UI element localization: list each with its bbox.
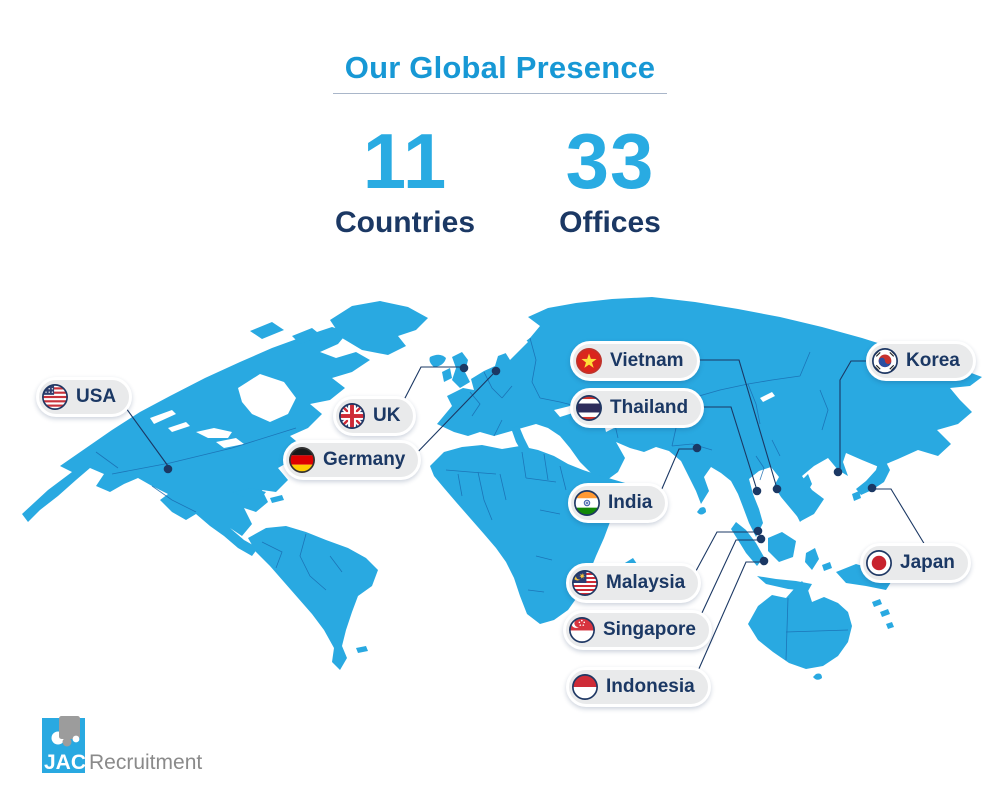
islands-japan <box>852 441 890 501</box>
islands-caribbean <box>232 488 284 503</box>
island-greenland <box>330 301 428 355</box>
island-madagascar <box>618 558 641 600</box>
lakes-and-seas <box>150 336 775 448</box>
logo-brand-text: JAC <box>44 751 86 774</box>
island-sulawesi <box>805 548 832 571</box>
continent-north-america <box>22 327 370 556</box>
islands-pacific <box>872 599 894 629</box>
location-dot-uk <box>459 363 469 373</box>
location-dot-india <box>692 443 702 453</box>
location-dot-thailand <box>752 486 762 496</box>
canadian-lakes <box>150 410 190 432</box>
island-italy <box>511 426 530 454</box>
island-sri-lanka <box>697 507 706 515</box>
island-tasmania <box>813 673 822 680</box>
island-new-guinea <box>836 564 893 590</box>
location-dot-japan <box>867 483 877 493</box>
island-sumatra <box>731 522 764 566</box>
great-lakes <box>196 428 244 448</box>
countries-count: 11 <box>362 117 448 205</box>
location-dot-malaysia <box>753 526 763 536</box>
location-dot-usa <box>163 464 173 474</box>
location-dot-germany <box>491 366 501 376</box>
lake-baikal <box>760 392 775 402</box>
logo-suffix-text: Recruitment <box>89 751 202 774</box>
continent-australia <box>748 581 852 669</box>
islands-philippines <box>796 474 818 522</box>
jac-recruitment-logo: JAC Recruitment <box>42 716 202 774</box>
continents <box>22 297 982 680</box>
leader-line-germany <box>409 373 494 461</box>
page-title: Our Global Presence <box>344 50 656 85</box>
title-underline <box>333 93 667 94</box>
leader-line-singapore <box>693 539 758 631</box>
puzzle-piece-icon <box>59 716 80 747</box>
stat-offices: 33 Offices <box>559 122 661 240</box>
arctic-islands <box>250 322 322 344</box>
location-dots <box>163 363 877 566</box>
leader-line-uk <box>403 366 460 401</box>
location-dot-indonesia <box>759 556 769 566</box>
island-ireland <box>442 368 452 382</box>
island-borneo <box>768 532 796 562</box>
location-dot-korea <box>833 467 843 477</box>
leader-line-japan <box>875 488 929 551</box>
offices-count: 33 <box>565 117 655 205</box>
location-dot-vietnam <box>772 484 782 494</box>
stat-countries: 11 Countries <box>335 122 475 240</box>
countries-label: Countries <box>334 206 476 239</box>
leader-line-korea <box>839 360 874 469</box>
hudson-bay <box>238 374 296 422</box>
location-dot-singapore <box>756 534 766 544</box>
baltic-sea <box>505 336 528 360</box>
leader-line-india <box>657 448 694 499</box>
leader-line-vietnam <box>680 359 777 486</box>
continent-south-america <box>248 526 378 670</box>
island-iceland <box>429 354 446 367</box>
offices-label: Offices <box>559 206 661 239</box>
